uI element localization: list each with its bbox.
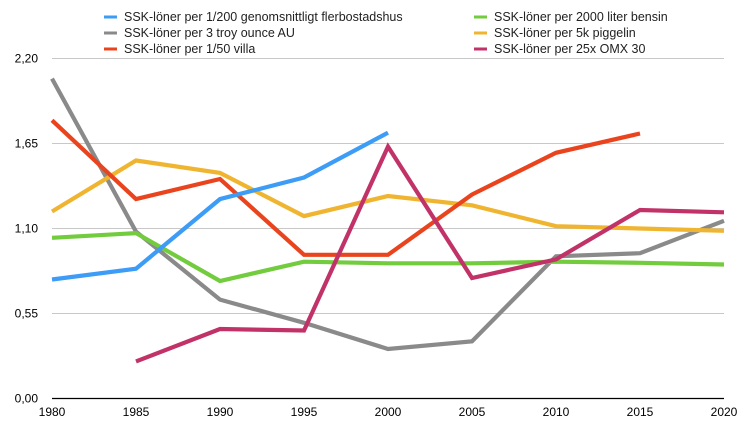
- series-line: [135, 142, 725, 364]
- x-axis-ticks: 1980 1985 1990 1995 2000 2005 2010 2015 2020: [39, 405, 738, 419]
- x-tick-label: 2015: [627, 405, 654, 419]
- x-tick-label: 1990: [207, 405, 234, 419]
- legend-label: SSK-löner per 5k piggelin: [494, 26, 636, 40]
- series-line: [50, 77, 725, 352]
- x-tick-label: 2005: [459, 405, 486, 419]
- y-tick-label: 2,20: [15, 52, 39, 66]
- legend-label: SSK-löner per 1/200 genomsnittligt flerb…: [124, 10, 403, 24]
- legend-label: SSK-löner per 25x OMX 30: [494, 42, 646, 56]
- series-line: [50, 118, 641, 257]
- y-tick-label: 0,00: [15, 392, 39, 406]
- legend-label: SSK-löner per 3 troy ounce AU: [124, 26, 295, 40]
- y-tick-label: 0,55: [15, 307, 39, 321]
- x-tick-label: 1985: [123, 405, 150, 419]
- legend: SSK-löner per 1/200 genomsnittligt flerb…: [104, 10, 668, 56]
- gridlines: [52, 58, 724, 400]
- series-lines: [50, 77, 725, 364]
- y-axis-ticks: 0,00 0,55 1,10 1,65 2,20: [15, 52, 39, 406]
- y-tick-label: 1,65: [15, 137, 39, 151]
- legend-label: SSK-löner per 1/50 villa: [124, 42, 255, 56]
- x-tick-label: 2010: [543, 405, 570, 419]
- y-tick-label: 1,10: [15, 222, 39, 236]
- legend-label: SSK-löner per 2000 liter bensin: [494, 10, 668, 24]
- x-tick-label: 1995: [291, 405, 318, 419]
- x-tick-label: 2020: [711, 405, 738, 419]
- x-tick-label: 1980: [39, 405, 66, 419]
- series-line: [51, 130, 389, 282]
- series-line: [51, 230, 725, 284]
- x-tick-label: 2000: [375, 405, 402, 419]
